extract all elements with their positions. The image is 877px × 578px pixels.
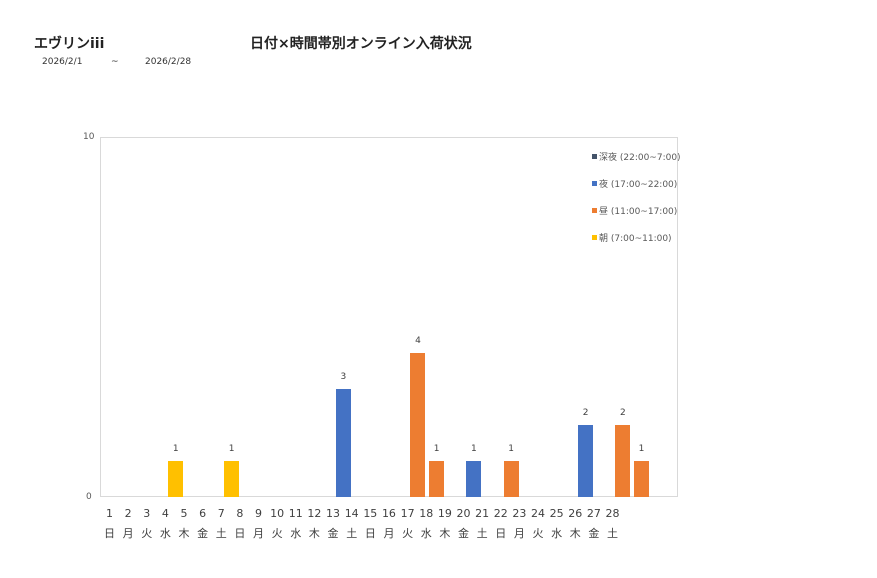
x-tick-day: 24: [530, 507, 545, 520]
legend-swatch-icon: [592, 208, 597, 213]
legend-item: 昼 (11:00~17:00): [592, 204, 681, 231]
legend-swatch-icon: [592, 235, 597, 240]
date-separator: ~: [111, 57, 119, 67]
x-tick-weekday: 木: [439, 527, 451, 540]
x-tick-weekday: 火: [271, 527, 283, 540]
x-tick-day: 9: [255, 507, 263, 520]
x-tick-day: 12: [307, 507, 322, 520]
x-tick-day: 2: [124, 507, 132, 520]
legend-item: 朝 (7:00~11:00): [592, 231, 681, 258]
x-tick-weekday: 土: [346, 527, 358, 540]
legend: 深夜 (22:00~7:00) 夜 (17:00~22:00) 昼 (11:00~1…: [592, 150, 681, 258]
x-tick-day: 20: [456, 507, 471, 520]
bar-day-17: [429, 461, 445, 497]
legend-label: 深夜 (22:00~7:00): [599, 153, 681, 163]
bar-day-3: [168, 461, 184, 497]
x-tick-weekday: 月: [513, 527, 525, 540]
x-tick-day: 18: [419, 507, 434, 520]
x-tick-day: 27: [586, 507, 601, 520]
x-tick-weekday: 火: [141, 527, 153, 540]
x-tick-weekday: 日: [364, 527, 376, 540]
x-tick-day: 15: [363, 507, 378, 520]
legend-swatch-icon: [592, 181, 597, 186]
bar-day-12: [335, 389, 351, 497]
x-tick-weekday: 日: [234, 527, 246, 540]
x-tick-day: 5: [180, 507, 188, 520]
x-tick-weekday: 月: [383, 527, 395, 540]
legend-item: 深夜 (22:00~7:00): [592, 150, 681, 177]
bar-value-label: 1: [470, 444, 477, 454]
x-tick-day: 11: [288, 507, 303, 520]
bar-day-19: [466, 461, 482, 497]
x-tick-day: 4: [161, 507, 169, 520]
x-tick-weekday: 水: [551, 527, 563, 540]
y-tick-zero: 0: [86, 492, 92, 502]
bar-day-6: [224, 461, 240, 497]
x-tick-weekday: 日: [495, 527, 507, 540]
bar-value-label: 1: [228, 444, 235, 454]
legend-label: 夜 (17:00~22:00): [599, 180, 678, 190]
bar-day-16: [410, 353, 426, 497]
legend-item: 夜 (17:00~22:00): [592, 177, 681, 204]
x-tick-day: 13: [326, 507, 341, 520]
bar-value-label: 2: [620, 408, 626, 418]
x-tick-weekday: 木: [569, 527, 581, 540]
x-tick-day: 8: [236, 507, 244, 520]
bar-day-28: [634, 461, 649, 497]
bar-value-label: 4: [415, 336, 421, 346]
x-tick-day: 6: [199, 507, 207, 520]
x-tick-weekday: 木: [178, 527, 190, 540]
x-tick-weekday: 火: [532, 527, 544, 540]
x-tick-day: 10: [270, 507, 285, 520]
bar-value-label: 1: [508, 444, 514, 454]
x-tick-weekday: 日: [104, 527, 115, 540]
x-tick-day: 25: [549, 507, 564, 520]
x-tick-weekday: 水: [420, 527, 432, 540]
x-tick-weekday: 土: [215, 527, 227, 540]
x-tick-day: 14: [344, 507, 359, 520]
x-tick-weekday: 木: [308, 527, 320, 540]
plot-area: [100, 137, 678, 497]
x-tick-weekday: 金: [197, 527, 209, 540]
x-tick-weekday: 金: [457, 527, 469, 540]
x-tick-weekday: 月: [122, 527, 134, 540]
bar-value-label: 1: [638, 444, 645, 454]
x-tick-weekday: 金: [327, 527, 339, 540]
bar-value-label: 1: [172, 444, 179, 454]
x-tick-weekday: 土: [476, 527, 488, 540]
x-tick-day: 28: [605, 507, 620, 520]
bar-value-label: 1: [433, 444, 440, 454]
bar-day-21: [503, 461, 519, 497]
store-name: エヴリンiii: [34, 36, 105, 52]
x-tick-weekday: 金: [588, 527, 600, 540]
legend-label: 昼 (11:00~17:00): [599, 207, 678, 217]
bar-day-27: [615, 425, 631, 497]
x-tick-weekday: 火: [402, 527, 414, 540]
legend-label: 朝 (7:00~11:00): [599, 234, 672, 244]
x-tick-day: 22: [493, 507, 508, 520]
bar-value-label: 2: [582, 408, 589, 418]
x-tick-weekday: 水: [159, 527, 171, 540]
date-from: 2026/2/1: [42, 57, 83, 67]
chart-title: 日付×時間帯別オンライン入荷状況: [250, 36, 472, 52]
date-to: 2026/2/28: [145, 57, 192, 67]
x-tick-weekday: 土: [607, 527, 618, 540]
x-tick-day: 16: [381, 507, 396, 520]
x-tick-day: 19: [437, 507, 452, 520]
x-tick-day: 7: [217, 507, 225, 520]
bar-value-label: 3: [340, 372, 347, 382]
x-tick-day: 17: [400, 507, 415, 520]
x-tick-weekday: 水: [290, 527, 302, 540]
y-tick-max: 10: [83, 132, 95, 142]
x-tick-day: 21: [475, 507, 490, 520]
x-tick-weekday: 月: [253, 527, 265, 540]
x-tick-day: 1: [106, 507, 113, 520]
x-tick-day: 23: [512, 507, 527, 520]
bar-day-25: [578, 425, 594, 497]
x-tick-day: 26: [568, 507, 583, 520]
legend-swatch-icon: [592, 154, 597, 159]
x-tick-day: 3: [143, 507, 151, 520]
